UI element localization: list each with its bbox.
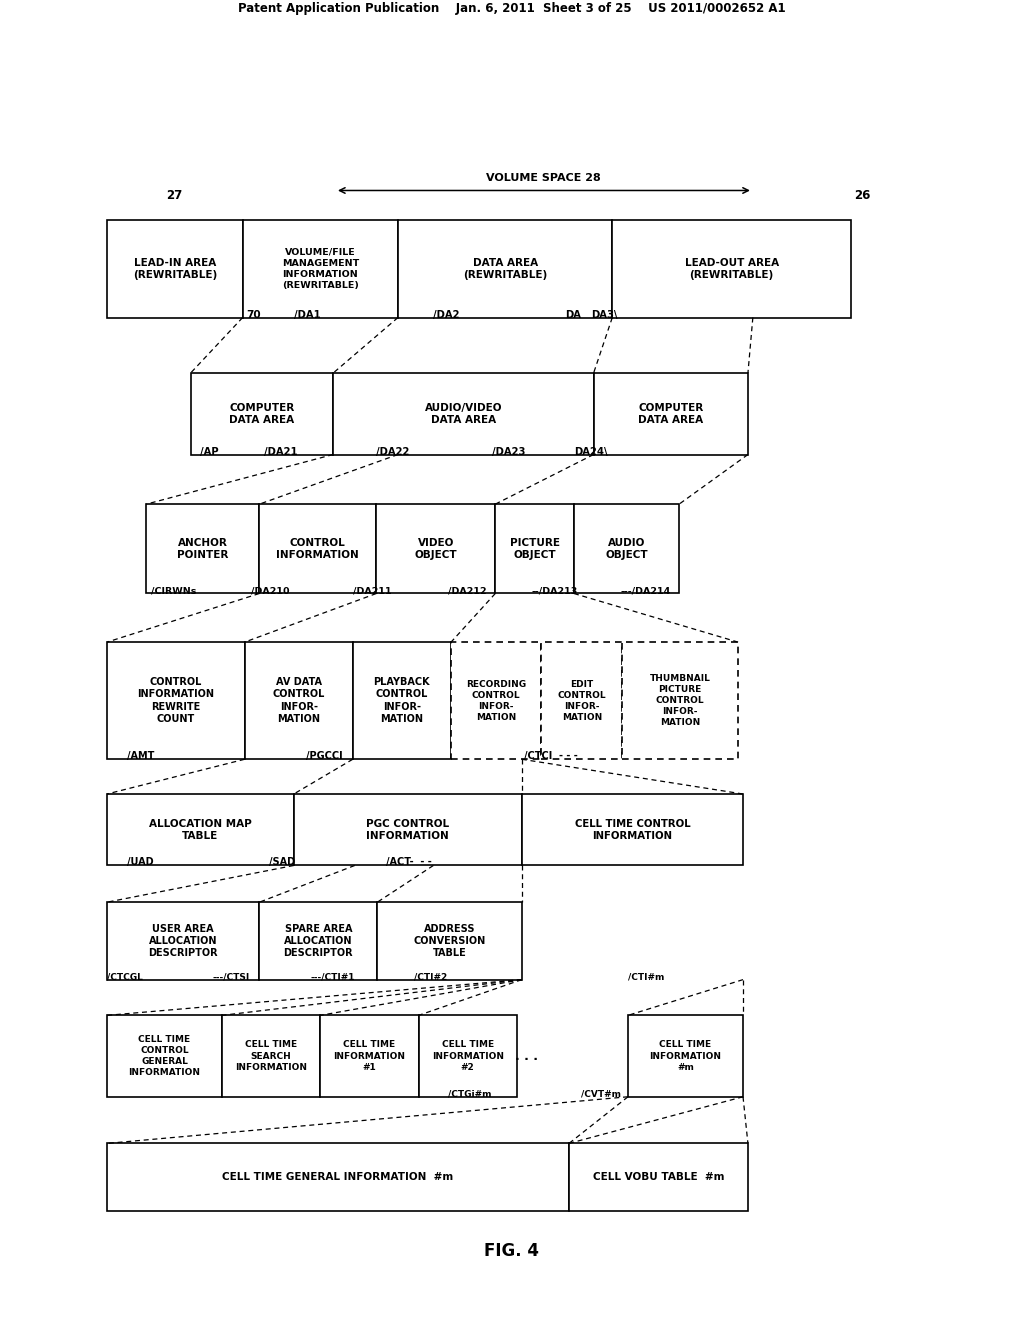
Text: PLAYBACK
CONTROL
INFOR-
MATION: PLAYBACK CONTROL INFOR- MATION [374, 677, 430, 725]
Text: /CVT#m: /CVT#m [581, 1090, 621, 1098]
Bar [496, 504, 573, 594]
Text: USER AREA
ALLOCATION
DESCRIPTOR: USER AREA ALLOCATION DESCRIPTOR [148, 924, 218, 958]
Text: /DA212: /DA212 [449, 586, 486, 595]
Text: /PGCCI: /PGCCI [305, 751, 342, 762]
Text: 26: 26 [854, 189, 870, 202]
Bar [522, 795, 743, 866]
Bar [623, 642, 738, 759]
Text: /ACT-  - -: /ACT- - - [386, 858, 432, 867]
Bar [542, 642, 623, 759]
Text: CELL TIME
CONTROL
GENERAL
INFORMATION: CELL TIME CONTROL GENERAL INFORMATION [128, 1035, 201, 1077]
Text: Patent Application Publication    Jan. 6, 2011  Sheet 3 of 25    US 2011/0002652: Patent Application Publication Jan. 6, 2… [239, 3, 785, 15]
Bar [333, 374, 594, 454]
Text: THUMBNAIL
PICTURE
CONTROL
INFOR-
MATION: THUMBNAIL PICTURE CONTROL INFOR- MATION [649, 675, 711, 727]
Text: CELL TIME
INFORMATION
#m: CELL TIME INFORMATION #m [649, 1040, 722, 1072]
Bar [259, 504, 377, 594]
Bar [146, 504, 259, 594]
Text: PICTURE
OBJECT: PICTURE OBJECT [510, 537, 559, 560]
Bar [222, 1015, 321, 1097]
Text: LEAD-OUT AREA
(REWRITABLE): LEAD-OUT AREA (REWRITABLE) [685, 257, 779, 280]
Text: CONTROL
INFORMATION: CONTROL INFORMATION [276, 537, 359, 560]
Text: DA3\: DA3\ [591, 309, 617, 319]
Bar [321, 1015, 419, 1097]
Bar [569, 1143, 748, 1210]
Text: ---/CTI#1: ---/CTI#1 [310, 973, 355, 982]
Text: /DA2: /DA2 [433, 309, 460, 319]
Text: CELL TIME CONTROL
INFORMATION: CELL TIME CONTROL INFORMATION [574, 818, 690, 841]
Text: /DA211: /DA211 [352, 586, 391, 595]
Bar [352, 642, 451, 759]
Text: /DA21: /DA21 [264, 446, 298, 457]
Bar [259, 902, 377, 979]
Text: /DA22: /DA22 [377, 446, 410, 457]
Text: PGC CONTROL
INFORMATION: PGC CONTROL INFORMATION [367, 818, 450, 841]
Text: /DA1: /DA1 [294, 309, 321, 319]
Text: AUDIO
OBJECT: AUDIO OBJECT [605, 537, 648, 560]
Bar [628, 1015, 743, 1097]
Text: /CIRWNs: /CIRWNs [152, 586, 197, 595]
Bar [106, 1143, 569, 1210]
Text: /UAD: /UAD [127, 858, 154, 867]
Bar [243, 220, 398, 318]
Text: DATA AREA
(REWRITABLE): DATA AREA (REWRITABLE) [463, 257, 547, 280]
Bar [106, 795, 294, 866]
Bar [612, 220, 851, 318]
Bar [245, 642, 352, 759]
Text: /CTGi#m: /CTGi#m [449, 1090, 492, 1098]
Text: ---/CTSI: ---/CTSI [212, 973, 250, 982]
Bar [294, 795, 522, 866]
Text: VIDEO
OBJECT: VIDEO OBJECT [415, 537, 457, 560]
Bar [106, 220, 243, 318]
Bar [398, 220, 612, 318]
Text: /CTI#2: /CTI#2 [414, 973, 446, 982]
Text: /DA23: /DA23 [493, 446, 525, 457]
Text: VOLUME/FILE
MANAGEMENT
INFORMATION
(REWRITABLE): VOLUME/FILE MANAGEMENT INFORMATION (REWR… [282, 248, 359, 290]
Text: ALLOCATION MAP
TABLE: ALLOCATION MAP TABLE [150, 818, 252, 841]
Text: --/DA213: --/DA213 [531, 586, 578, 595]
Text: 70: 70 [247, 309, 261, 319]
Text: CELL TIME
INFORMATION
#2: CELL TIME INFORMATION #2 [432, 1040, 504, 1072]
Text: /CTCI  - - -: /CTCI - - - [524, 751, 578, 762]
Text: AUDIO/VIDEO
DATA AREA: AUDIO/VIDEO DATA AREA [425, 403, 502, 425]
Text: CONTROL
INFORMATION
REWRITE
COUNT: CONTROL INFORMATION REWRITE COUNT [137, 677, 214, 725]
Text: VOLUME SPACE 28: VOLUME SPACE 28 [486, 173, 601, 182]
Text: ADDRESS
CONVERSION
TABLE: ADDRESS CONVERSION TABLE [414, 924, 485, 958]
Bar [106, 642, 245, 759]
Text: 27: 27 [166, 189, 182, 202]
Text: /SAD: /SAD [269, 858, 295, 867]
Text: COMPUTER
DATA AREA: COMPUTER DATA AREA [229, 403, 295, 425]
Text: CELL VOBU TABLE  #m: CELL VOBU TABLE #m [593, 1172, 724, 1183]
Text: /AP: /AP [201, 446, 219, 457]
Text: DA: DA [565, 309, 581, 319]
Text: DA24\: DA24\ [573, 446, 607, 457]
Text: CELL TIME GENERAL INFORMATION  #m: CELL TIME GENERAL INFORMATION #m [222, 1172, 454, 1183]
Bar [573, 504, 679, 594]
Text: . . .: . . . [515, 1049, 539, 1063]
Text: FIG. 4: FIG. 4 [484, 1242, 540, 1259]
Bar [594, 374, 748, 454]
Text: COMPUTER
DATA AREA: COMPUTER DATA AREA [638, 403, 703, 425]
Text: CELL TIME
INFORMATION
#1: CELL TIME INFORMATION #1 [334, 1040, 406, 1072]
Text: /AMT: /AMT [127, 751, 154, 762]
Text: ANCHOR
POINTER: ANCHOR POINTER [177, 537, 228, 560]
Text: SPARE AREA
ALLOCATION
DESCRIPTOR: SPARE AREA ALLOCATION DESCRIPTOR [284, 924, 353, 958]
Bar [419, 1015, 517, 1097]
Bar [190, 374, 333, 454]
Text: EDIT
CONTROL
INFOR-
MATION: EDIT CONTROL INFOR- MATION [557, 680, 606, 722]
Text: CELL TIME
SEARCH
INFORMATION: CELL TIME SEARCH INFORMATION [236, 1040, 307, 1072]
Text: /CTCGL: /CTCGL [106, 973, 143, 982]
Bar [451, 642, 542, 759]
Bar [377, 504, 496, 594]
Bar [106, 1015, 222, 1097]
Text: AV DATA
CONTROL
INFOR-
MATION: AV DATA CONTROL INFOR- MATION [272, 677, 325, 725]
Text: /CTI#m: /CTI#m [628, 973, 665, 982]
Bar [106, 902, 259, 979]
Text: RECORDING
CONTROL
INFOR-
MATION: RECORDING CONTROL INFOR- MATION [466, 680, 526, 722]
Bar [377, 902, 522, 979]
Text: LEAD-IN AREA
(REWRITABLE): LEAD-IN AREA (REWRITABLE) [133, 257, 217, 280]
Text: ---/DA214: ---/DA214 [621, 586, 671, 595]
Text: /DA210: /DA210 [251, 586, 289, 595]
